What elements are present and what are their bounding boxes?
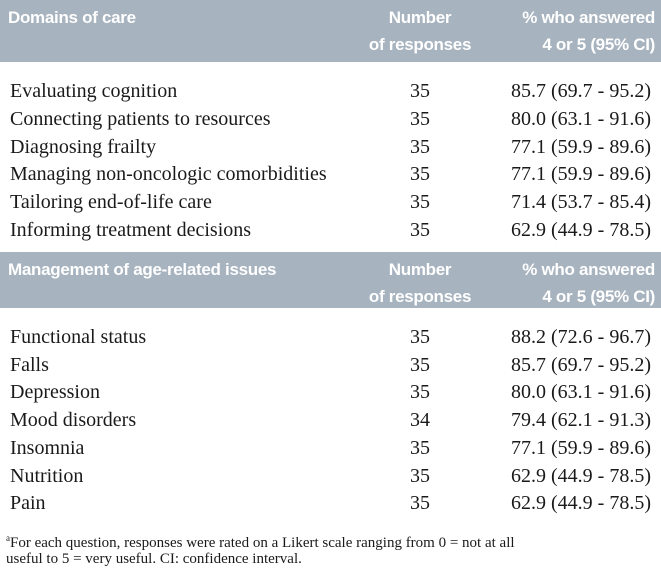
row-label: Tailoring end-of-life care [10,191,212,214]
column-header: % who answered [522,260,655,279]
footnote: useful to 5 = very useful. CI: confidenc… [6,550,302,568]
column-header: of responses [368,35,472,54]
section-header [0,0,661,62]
column-header: Management of age-related issues [8,260,277,279]
section-header [0,252,661,308]
row-label: Managing non-oncologic comorbidities [10,163,327,186]
cell-count: 35 [410,191,430,214]
column-header: Number [388,260,452,279]
cell-count: 35 [410,163,430,186]
cell-count: 35 [410,353,430,376]
cell-percent: 80.0 (63.1 - 91.6) [511,381,651,404]
column-header: % who answered [522,8,655,27]
footnote-marker: a [6,533,10,543]
cell-count: 35 [410,326,430,348]
column-header: 4 or 5 (95% CI) [542,35,655,54]
row-label: Insomnia [10,436,85,459]
cell-count: 35 [410,219,430,241]
row-label: Mood disorders [10,409,137,432]
cell-percent: 62.9 (44.9 - 78.5) [511,492,651,515]
cell-percent: 88.2 (72.6 - 96.7) [511,326,651,348]
cell-count: 35 [410,436,430,459]
row-label: Functional status [10,326,147,348]
footnote: aFor each question, responses were rated… [6,529,515,552]
row-label: Nutrition [10,464,84,487]
cell-percent: 71.4 (53.7 - 85.4) [511,191,651,214]
column-header: Domains of care [8,8,136,27]
column-header: 4 or 5 (95% CI) [542,287,655,306]
cell-count: 35 [410,135,430,158]
row-label: Diagnosing frailty [10,135,157,158]
row-label: Evaluating cognition [10,80,178,102]
column-header: Number [388,8,452,27]
column-header: of responses [368,287,472,306]
cell-percent: 80.0 (63.1 - 91.6) [511,107,651,130]
cell-count: 34 [410,409,430,432]
cell-percent: 85.7 (69.7 - 95.2) [511,80,651,102]
cell-percent: 77.1 (59.9 - 89.6) [511,436,651,459]
row-label: Informing treatment decisions [10,219,252,241]
cell-count: 35 [410,492,430,515]
cell-percent: 85.7 (69.7 - 95.2) [511,353,651,376]
cell-percent: 62.9 (44.9 - 78.5) [511,219,651,241]
footnote-text: useful to 5 = very useful. CI: confidenc… [6,551,302,567]
cell-percent: 77.1 (59.9 - 89.6) [511,163,651,186]
row-label: Falls [10,353,49,376]
cell-count: 35 [410,464,430,487]
footnote-text: For each question, responses were rated … [10,535,515,551]
cell-count: 35 [410,381,430,404]
row-label: Connecting patients to resources [10,107,271,130]
cell-percent: 77.1 (59.9 - 89.6) [511,135,651,158]
row-label: Pain [10,492,46,515]
row-label: Depression [10,381,100,404]
cell-percent: 79.4 (62.1 - 91.3) [511,409,651,432]
cell-count: 35 [410,107,430,130]
cell-percent: 62.9 (44.9 - 78.5) [511,464,651,487]
cell-count: 35 [410,80,430,102]
